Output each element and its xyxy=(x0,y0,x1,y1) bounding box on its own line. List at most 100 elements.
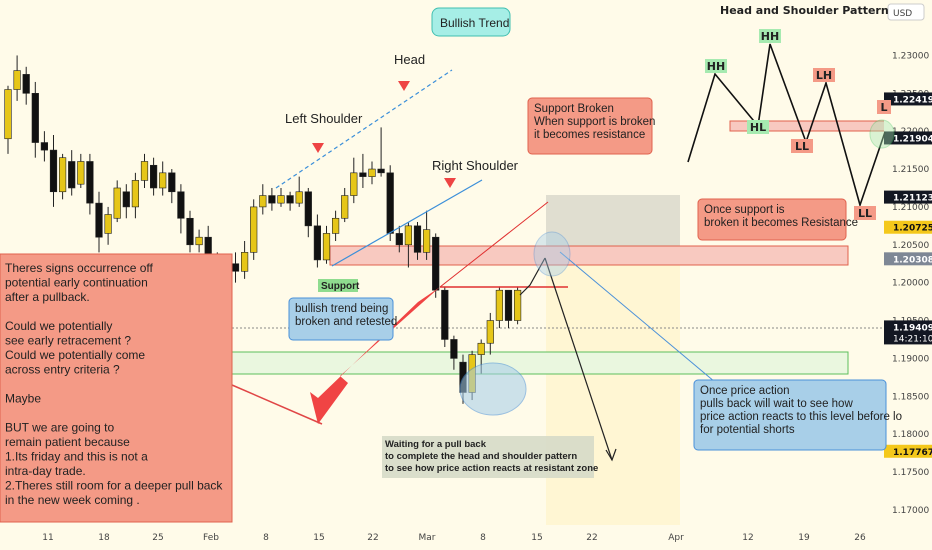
hs-point-bg xyxy=(854,206,876,220)
price-badge-label: 1.21123 xyxy=(893,194,932,204)
main-note-text: remain patient because xyxy=(5,435,130,449)
projection-arrow-head xyxy=(605,448,617,462)
main-note-text: across entry criteria ? xyxy=(5,363,120,377)
waiting-text: to complete the head and shoulder patter… xyxy=(385,451,577,462)
main-note-text: see early retracement ? xyxy=(5,334,131,348)
price-badge-label: 1.19409 xyxy=(893,323,932,333)
candle-body xyxy=(259,195,267,208)
hs-point-bg xyxy=(813,68,835,82)
candle-body xyxy=(495,289,504,321)
candle-body xyxy=(95,202,103,238)
candle-body xyxy=(4,89,12,140)
candle-body xyxy=(231,263,240,272)
left-shoulder-marker-icon xyxy=(312,143,324,153)
candle-body xyxy=(331,217,340,234)
time-tick-label: 25 xyxy=(152,533,163,543)
price-tick-label: 1.19000 xyxy=(892,354,929,364)
candle-body xyxy=(86,161,94,204)
price-badge-label: 1.21904 xyxy=(893,134,932,144)
price-tick-label: 1.21500 xyxy=(892,165,929,175)
main-note-text: 2.Theres still room for a deeper pull ba… xyxy=(5,479,223,493)
hs-point-bg xyxy=(877,100,891,114)
resistance-zone xyxy=(329,245,849,266)
bullish-broken-text: bullish trend being xyxy=(295,303,388,315)
hs-pattern-line xyxy=(687,43,886,208)
candle-body xyxy=(422,229,431,253)
once-price-text: for potential shorts xyxy=(700,424,795,436)
candle-body xyxy=(441,289,449,340)
time-tick-label: 15 xyxy=(313,533,324,543)
main-note-text: Maybe xyxy=(5,392,41,406)
bullish-broken-text: broken and retested xyxy=(295,316,397,328)
price-tick-label: 1.23000 xyxy=(892,51,929,61)
price-tick-label: 1.17500 xyxy=(892,468,929,478)
candle-body xyxy=(40,142,48,151)
candle-body xyxy=(31,93,39,143)
main-note-text: Theres signs occurrence off xyxy=(5,261,154,275)
candle-body xyxy=(150,164,158,189)
candle-body xyxy=(350,172,358,196)
once-support-box xyxy=(697,198,847,241)
hs-point-label: HH xyxy=(707,60,725,73)
candle-body xyxy=(268,195,276,204)
projection-path-line xyxy=(544,257,613,461)
candle-body xyxy=(68,161,76,189)
price-badge-label: 1.20725 xyxy=(893,224,932,234)
price-badge xyxy=(884,220,932,234)
time-tick-label: Feb xyxy=(203,533,219,543)
right-shoulder-marker-icon xyxy=(444,178,456,188)
candle-body xyxy=(49,149,58,193)
hs-point-bg xyxy=(759,29,781,43)
once-price-text: price action reacts to this level before… xyxy=(700,411,902,423)
head-marker-icon xyxy=(398,81,410,91)
candle-body xyxy=(377,168,385,174)
bullish-trend-line xyxy=(331,179,483,267)
once-price-text: Once price action xyxy=(700,385,790,397)
time-tick-label: 22 xyxy=(586,533,597,543)
price-badge xyxy=(884,190,932,204)
hs-point-label: LH xyxy=(816,69,832,82)
countdown-label: 14:21:10 xyxy=(893,334,932,344)
waiting-text: to see how price action reacts at resist… xyxy=(385,463,598,474)
hs-point-label: HH xyxy=(761,30,779,43)
hs-point-bg xyxy=(747,120,769,134)
candle-body xyxy=(122,191,130,208)
candle-body xyxy=(504,289,513,321)
support-broken-text: it becomes resistance xyxy=(534,129,645,141)
note-pointer-line xyxy=(231,384,323,425)
candle-body xyxy=(58,157,67,193)
once-price-text: pulls back will wait to see how xyxy=(700,398,853,410)
candle-body xyxy=(413,225,422,253)
candle-body xyxy=(286,195,294,204)
bullish-trend-dashed-line xyxy=(275,69,453,189)
candle-body xyxy=(368,168,376,177)
price-axis-bg xyxy=(884,0,932,550)
main-note-box xyxy=(0,253,233,523)
candle-body xyxy=(77,161,85,185)
price-badge xyxy=(884,92,932,106)
price-badge xyxy=(884,320,932,345)
candle-body xyxy=(131,180,140,208)
annotation-labels: Bullish Trend Head Left Shoulder Right Shou… xyxy=(0,7,902,523)
candle-body xyxy=(13,70,21,90)
candle-body xyxy=(486,320,494,344)
time-tick-label: 18 xyxy=(98,533,110,543)
time-tick-label: 15 xyxy=(531,533,542,543)
price-badge xyxy=(884,444,932,458)
support-zone xyxy=(229,351,849,375)
time-axis: 11 18 25 Feb 8 15 22 Mar 8 15 22 Apr 12 19 26 xyxy=(42,533,866,543)
support-broken-box xyxy=(527,97,653,155)
price-badge-label: 1.22419 xyxy=(893,95,932,105)
price-badge-label: 1.17767 xyxy=(893,448,932,458)
candle-body xyxy=(322,233,331,261)
candle-body xyxy=(159,172,167,189)
main-note-text: BUT we are going to xyxy=(5,421,114,435)
candle-body xyxy=(186,217,194,246)
main-note-text: potential early continuation xyxy=(5,276,148,290)
once-price-box xyxy=(693,379,887,451)
candle-body xyxy=(404,225,413,246)
candle-body xyxy=(22,74,30,94)
candle-body xyxy=(313,225,322,261)
support-tag-bg xyxy=(318,279,358,292)
